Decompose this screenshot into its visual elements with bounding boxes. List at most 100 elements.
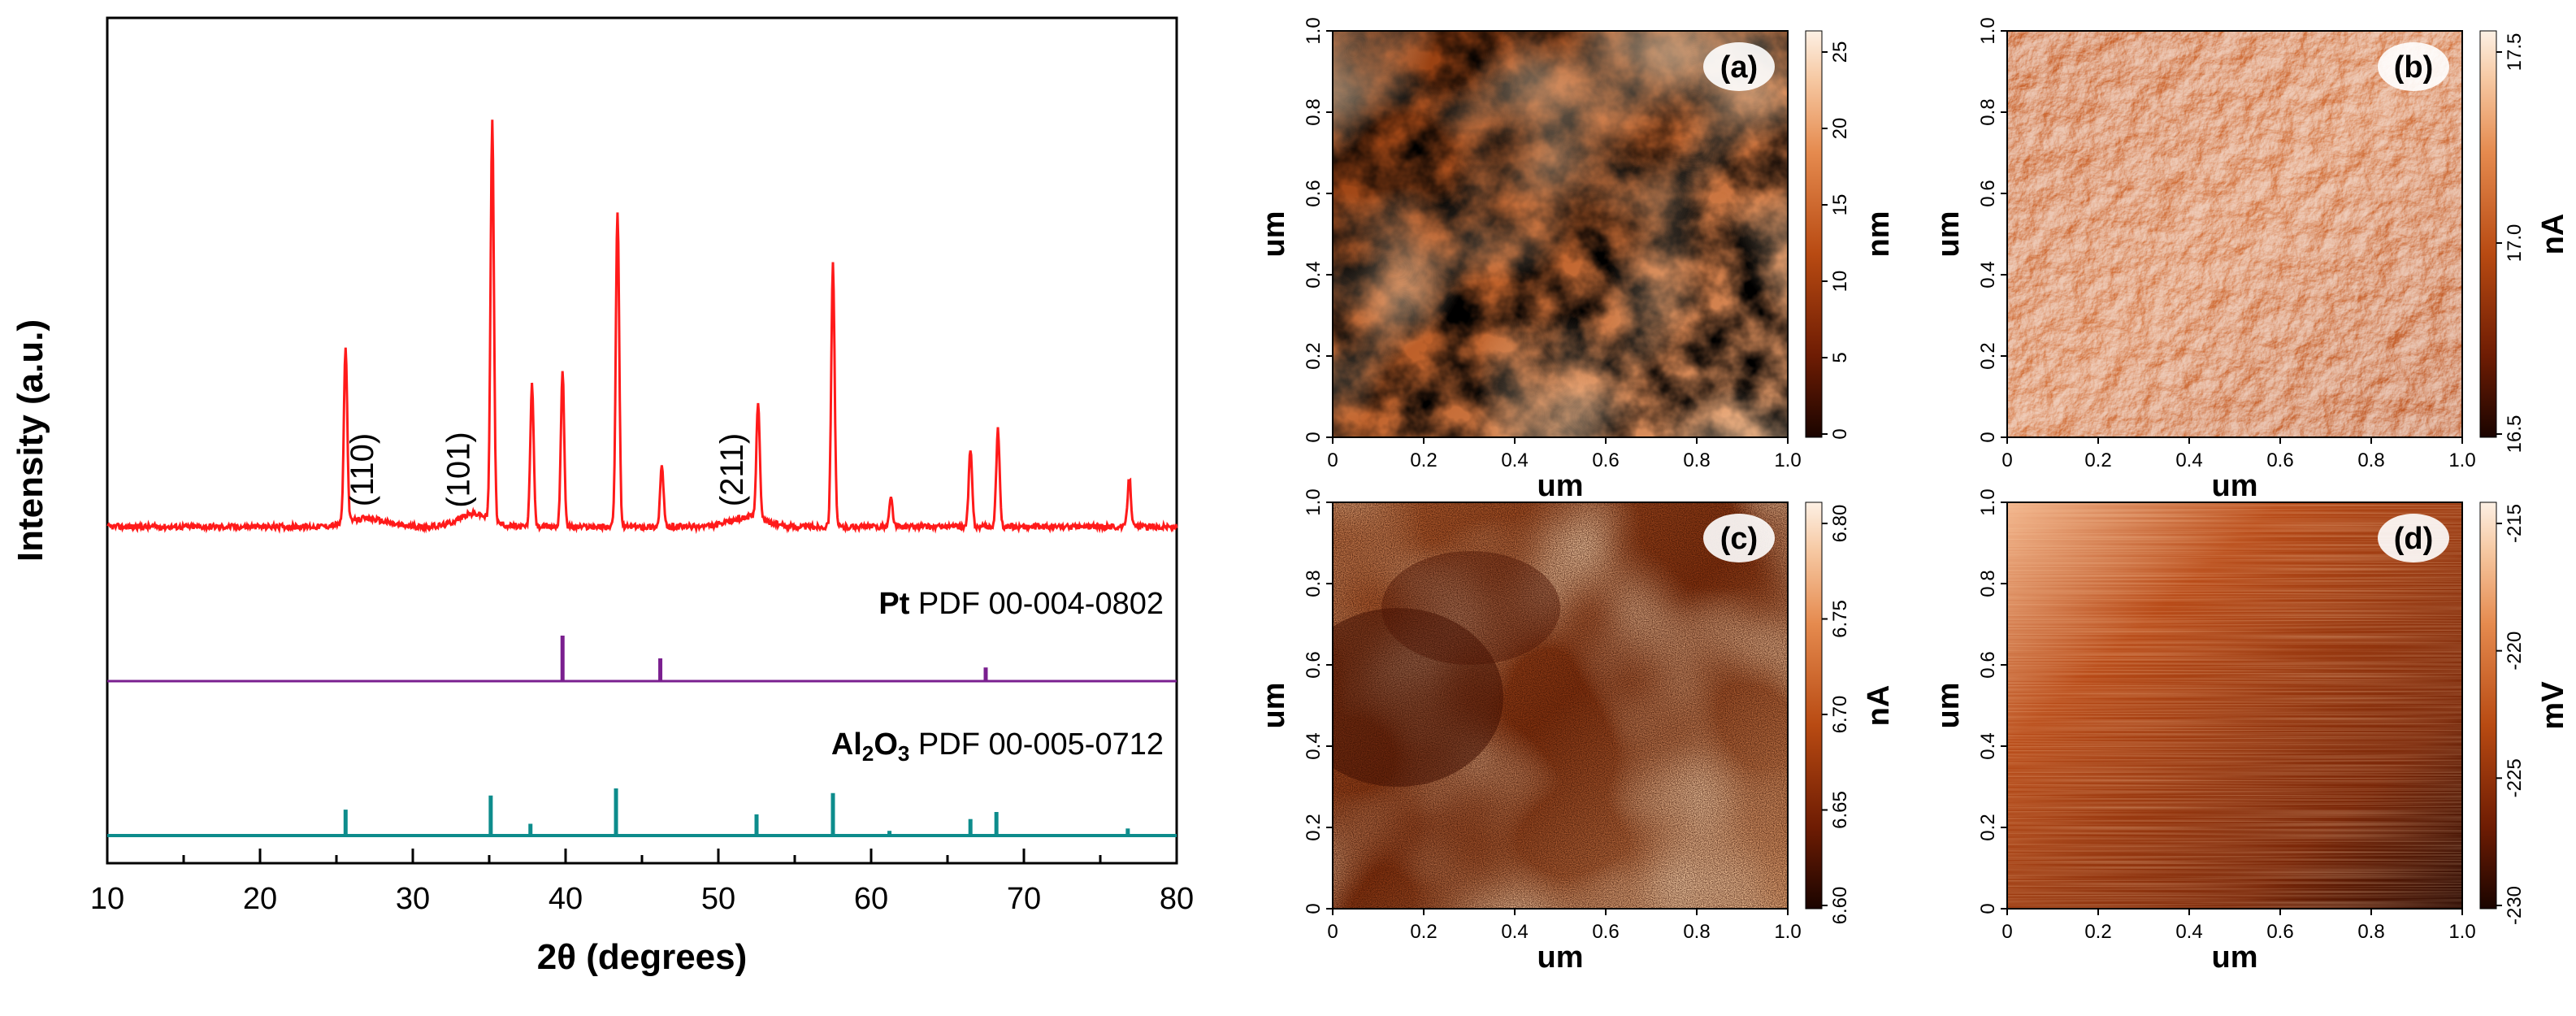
x-tick-label: 0.6 — [2266, 449, 2293, 471]
x-tick-label: 1.0 — [2448, 921, 2475, 943]
x-tick-label: 1.0 — [1774, 921, 1801, 943]
peak-annotation: (211) — [714, 433, 750, 506]
panel-tag: (a) — [1720, 50, 1758, 85]
x-tick-label: 0 — [1327, 921, 1338, 943]
colorbar-tick-label: -215 — [2504, 504, 2526, 543]
y-tick-label: 0 — [1977, 432, 1999, 442]
x-tick-label: 1.0 — [1774, 449, 1801, 471]
y-tick-label: 0 — [1303, 903, 1325, 914]
x-tick-label: 0.4 — [2175, 921, 2202, 943]
x-tick-label: 30 — [396, 882, 430, 916]
x-tick-label: 0.8 — [2357, 449, 2384, 471]
y-tick-label: 0.6 — [1303, 651, 1325, 678]
y-tick-label: 0.4 — [1977, 732, 1999, 759]
y-tick-label: 0.2 — [1303, 342, 1325, 369]
afm-y-label: um — [1932, 211, 1966, 258]
x-tick-label: 0.2 — [2084, 449, 2111, 471]
afm-y-label: um — [1932, 683, 1966, 729]
x-tick-label: 40 — [549, 882, 583, 916]
panel-tag-bg — [1703, 42, 1775, 91]
colorbar-tick-label: -220 — [2504, 632, 2526, 671]
afm-x-label: um — [1537, 940, 1584, 975]
panel-tag: (d) — [2394, 522, 2434, 556]
colorbar-tick-label: 6.60 — [1829, 887, 1851, 925]
x-tick-label: 1.0 — [2448, 449, 2475, 471]
y-tick-label: 0.4 — [1977, 261, 1999, 288]
afm-image-frame — [2006, 501, 2463, 910]
y-tick-label: 1.0 — [1303, 488, 1325, 515]
sample-pattern-line — [106, 119, 1178, 535]
colorbar — [2479, 501, 2497, 910]
y-tick-label: 0.2 — [1977, 342, 1999, 369]
y-tick-label: 0 — [1303, 432, 1325, 442]
colorbar-label: nA — [2536, 214, 2570, 255]
colorbar-tick-label: 16.5 — [2504, 415, 2526, 454]
afm-image — [2007, 502, 2462, 909]
x-tick-label: 0.2 — [2084, 921, 2111, 943]
colorbar-label: mV — [2536, 681, 2570, 730]
afm-panel: 0 0.2 0.4 0.6 0.8 1.0 0 0.2 0.4 0.6 0.8 1.0 um um (d) -… — [1932, 488, 2570, 975]
al2o3-reference-label: Al2O3 PDF 00-005-0712 — [831, 727, 1164, 766]
afm-y-label: um — [1257, 211, 1291, 258]
afm-x-label: um — [2212, 940, 2258, 975]
colorbar-tick-label: 6.75 — [1829, 600, 1851, 638]
x-tick-label: 0.2 — [1410, 449, 1437, 471]
colorbar-tick-label: 10 — [1829, 271, 1851, 293]
x-tick-label: 80 — [1160, 882, 1194, 916]
x-tick-label: 0.8 — [1683, 921, 1710, 943]
y-tick-label: 0.8 — [1977, 98, 1999, 125]
x-tick-label: 0.8 — [2357, 921, 2384, 943]
afm-image — [1333, 31, 1788, 437]
y-tick-label: 0.2 — [1303, 814, 1325, 840]
afm-image-frame — [1332, 30, 1789, 438]
panel-tag-bg — [2378, 42, 2449, 91]
colorbar — [1805, 30, 1823, 438]
y-tick-label: 0.8 — [1303, 570, 1325, 597]
x-tick-label: 0.2 — [1410, 921, 1437, 943]
x-tick-label: 0.6 — [1592, 449, 1619, 471]
colorbar-tick-label: 6.65 — [1829, 791, 1851, 829]
y-tick-label: 0.8 — [1977, 570, 1999, 597]
panel-tag: (c) — [1720, 522, 1758, 556]
y-tick-label: 0.4 — [1303, 261, 1325, 288]
afm-y-label: um — [1257, 683, 1291, 729]
afm-image-frame — [2006, 30, 2463, 438]
x-tick-label: 10 — [90, 882, 124, 916]
colorbar-label: nA — [1862, 685, 1896, 727]
colorbar-tick-label: -230 — [2504, 886, 2526, 925]
colorbar-label: nm — [1862, 211, 1896, 258]
afm-panel: 0 0.2 0.4 0.6 0.8 1.0 0 0.2 0.4 0.6 0.8 1.0 um um (b) 1… — [1932, 17, 2570, 503]
y-tick-label: 1.0 — [1977, 488, 1999, 515]
colorbar-tick-label: 17.0 — [2504, 224, 2526, 263]
panel-tag: (b) — [2394, 50, 2434, 85]
colorbar-tick-label: 25 — [1829, 41, 1851, 63]
x-tick-label: 20 — [243, 882, 277, 916]
y-tick-label: 1.0 — [1303, 17, 1325, 44]
colorbar-tick-label: 6.80 — [1829, 505, 1851, 543]
x-tick-label: 60 — [854, 882, 888, 916]
afm-image — [1333, 502, 1788, 909]
afm-panel: 0 0.2 0.4 0.6 0.8 1.0 0 0.2 0.4 0.6 0.8 1.0 um um (a) 0… — [1257, 17, 1896, 503]
colorbar-tick-label: 17.5 — [2504, 33, 2526, 72]
x-tick-label: 0.6 — [1592, 921, 1619, 943]
peak-annotation: (101) — [441, 432, 477, 507]
x-tick-label: 0 — [2001, 921, 2012, 943]
y-tick-label: 0.6 — [1303, 180, 1325, 206]
y-tick-label: 0.6 — [1977, 651, 1999, 678]
x-tick-label: 0 — [1327, 449, 1338, 471]
x-tick-label: 70 — [1007, 882, 1041, 916]
colorbar — [2479, 30, 2497, 438]
x-tick-label: 0.6 — [2266, 921, 2293, 943]
colorbar-tick-label: 0 — [1829, 428, 1851, 439]
y-tick-label: 0.6 — [1977, 180, 1999, 206]
afm-x-label: um — [1537, 469, 1584, 503]
y-tick-label: 0.8 — [1303, 98, 1325, 125]
xrd-panel: 10 20 30 40 50 60 70 80 2θ (degrees) Intensity (a… — [11, 16, 1194, 977]
x-tick-label: 0.4 — [1501, 449, 1528, 471]
x-tick-label: 50 — [701, 882, 735, 916]
colorbar-tick-label: 5 — [1829, 352, 1851, 363]
y-tick-label: 0.2 — [1977, 814, 1999, 840]
afm-x-label: um — [2212, 469, 2258, 503]
afm-panel: 0 0.2 0.4 0.6 0.8 1.0 0 0.2 0.4 0.6 0.8 1.0 um um (c) 6… — [1257, 488, 1896, 975]
peak-annotation: (110) — [345, 433, 380, 506]
